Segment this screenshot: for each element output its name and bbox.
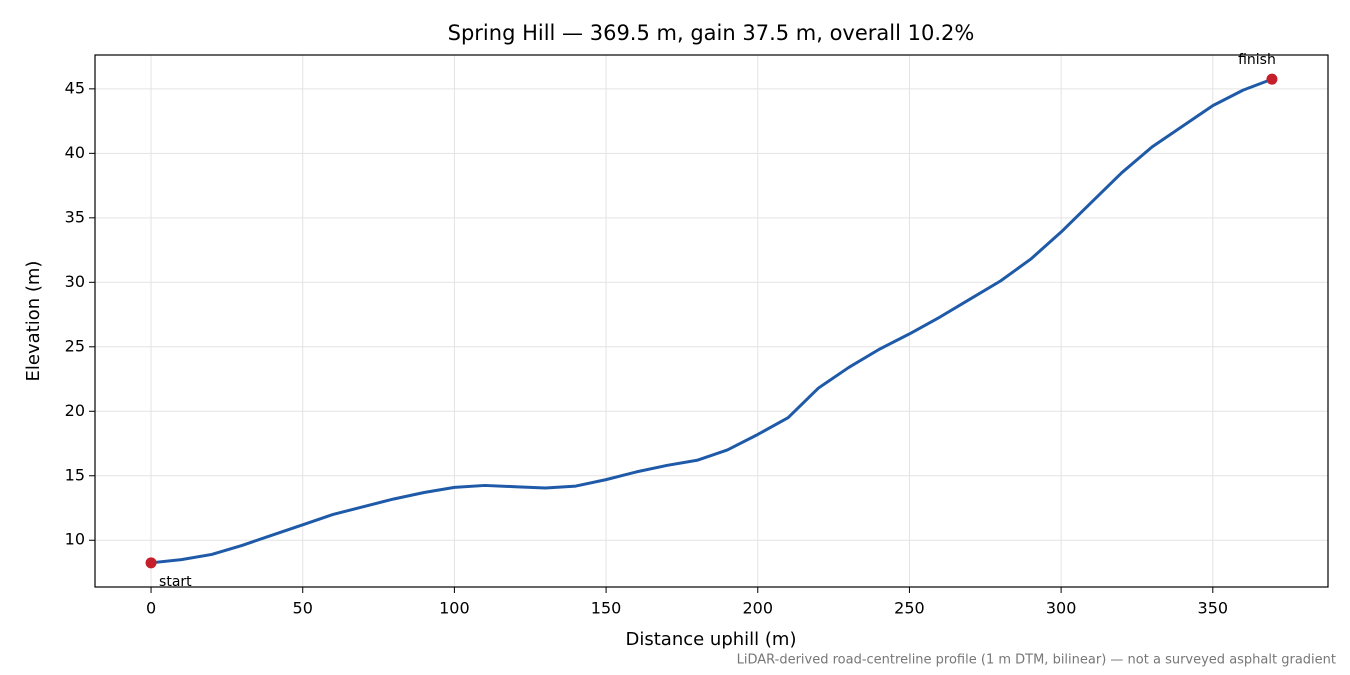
- y-tick-label: 25: [65, 336, 85, 355]
- x-tick-label: 0: [146, 599, 156, 618]
- y-tick-label: 35: [65, 207, 85, 226]
- elevation-line: [150, 77, 1273, 565]
- endpoint-label: finish: [1238, 52, 1276, 68]
- y-tick-label: 45: [65, 78, 85, 97]
- x-tick-label: 50: [293, 599, 313, 618]
- x-axis-label: Distance uphill (m): [626, 629, 797, 650]
- endpoint-label: start: [159, 574, 192, 590]
- y-tick-label: 40: [65, 143, 85, 162]
- x-tick-label: 200: [742, 599, 773, 618]
- endpoint-marker: [1266, 73, 1278, 85]
- y-tick-label: 10: [65, 530, 85, 549]
- footnote: LiDAR-derived road-centreline profile (1…: [737, 653, 1336, 668]
- y-tick-label: 30: [65, 272, 85, 291]
- x-tick-label: 100: [439, 599, 470, 618]
- plot-frame: [94, 54, 1329, 588]
- x-tick-label: 250: [894, 599, 925, 618]
- x-tick-label: 350: [1198, 599, 1229, 618]
- x-tick-label: 300: [1046, 599, 1077, 618]
- y-axis-label: Elevation (m): [23, 261, 44, 382]
- chart-title: Spring Hill — 369.5 m, gain 37.5 m, over…: [448, 21, 975, 45]
- y-tick-label: 15: [65, 465, 85, 484]
- x-tick-label: 150: [591, 599, 622, 618]
- endpoint-marker: [145, 557, 157, 569]
- y-tick-label: 20: [65, 401, 85, 420]
